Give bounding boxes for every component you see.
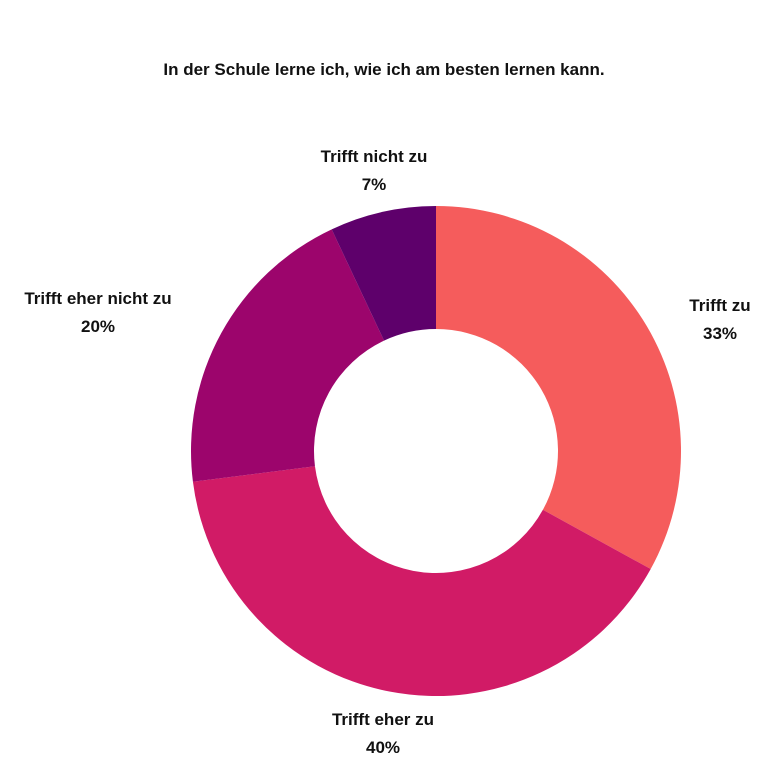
chart-title: In der Schule lerne ich, wie ich am best…: [163, 60, 605, 79]
slice-label-name: Trifft eher nicht zu: [24, 289, 172, 308]
pie-slice-trifft-eher-zu: [192, 466, 651, 696]
slice-label: Trifft nicht zu 7%: [274, 143, 474, 199]
slice-label-value: 7%: [361, 175, 387, 194]
slice-label: Trifft zu 33%: [620, 292, 768, 348]
slice-label-value: 20%: [80, 317, 116, 336]
slice-label-name: Trifft eher zu: [331, 710, 434, 729]
slice-label-name: Trifft zu: [689, 296, 751, 315]
slice-label: Trifft eher nicht zu 20%: [0, 285, 198, 341]
slice-label: Trifft eher zu 40%: [283, 706, 483, 762]
pie-slice-trifft-nicht-zu: [331, 206, 436, 341]
slice-label-value: 40%: [365, 738, 401, 757]
pie-slice-trifft-eher-nicht-zu: [191, 229, 385, 482]
slice-label-name: Trifft nicht zu: [320, 147, 428, 166]
slice-label-value: 33%: [702, 324, 738, 343]
pie-slice-trifft-zu: [436, 206, 681, 570]
